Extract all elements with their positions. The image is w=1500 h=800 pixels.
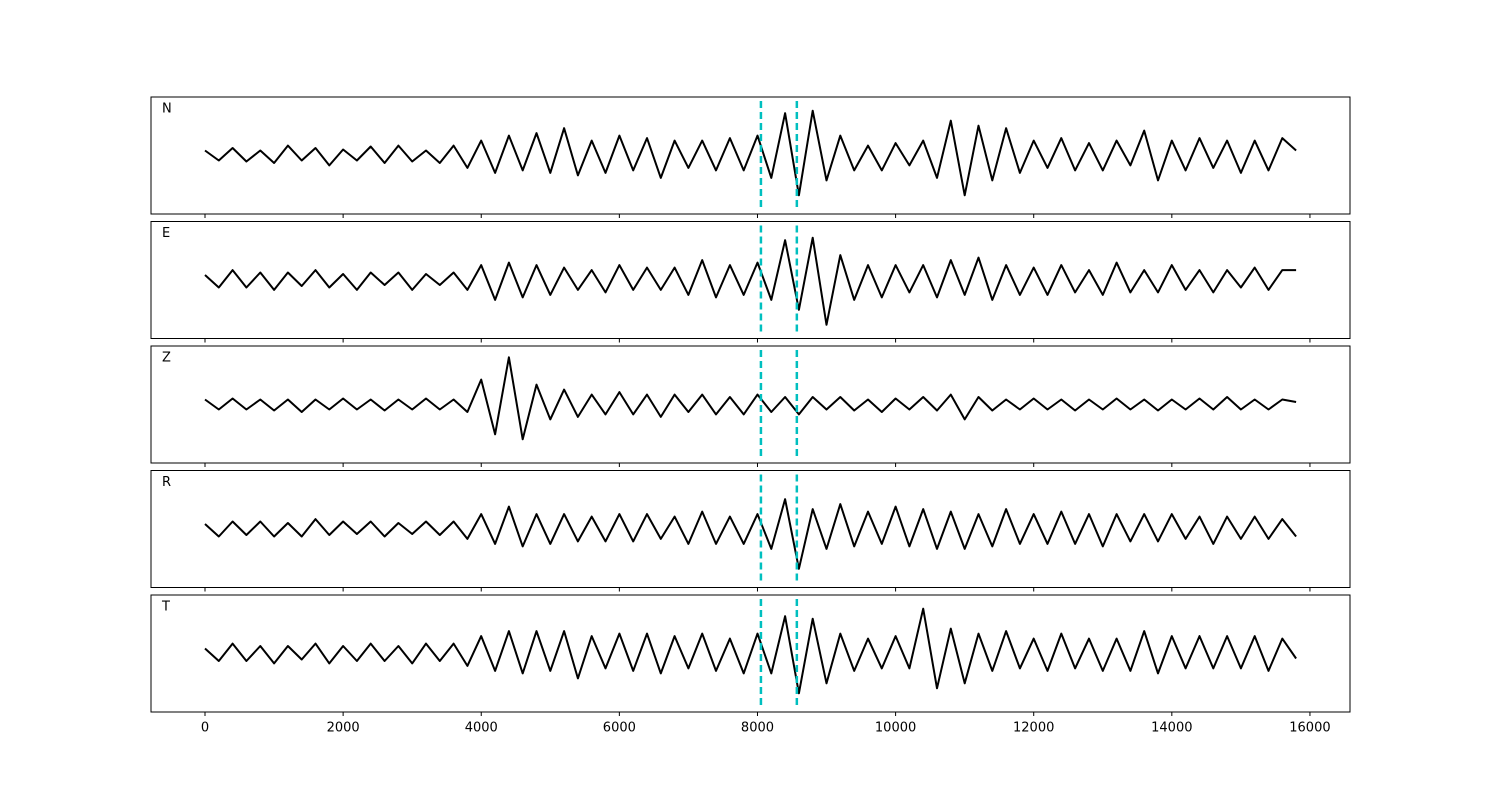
x-tick-label: 16000 (1289, 721, 1330, 736)
panel-frame (150, 221, 1351, 339)
x-tick-label: 0 (201, 721, 209, 736)
x-tick-label: 4000 (465, 721, 498, 736)
trace (204, 607, 1297, 695)
panel-frame (150, 96, 1351, 215)
x-tick-label: 8000 (741, 721, 774, 736)
panel-label: T (161, 600, 170, 615)
trace (204, 356, 1297, 441)
panel-label: Z (162, 351, 171, 366)
x-tick-label: 10000 (875, 721, 916, 736)
panel-label: E (162, 226, 170, 241)
x-tick-label: 6000 (603, 721, 636, 736)
panel-label: R (162, 475, 171, 490)
x-tick-label: 2000 (327, 721, 360, 736)
x-tick-label: 12000 (1013, 721, 1054, 736)
panel-frame (150, 345, 1351, 464)
panel-frame (150, 470, 1351, 588)
trace (204, 236, 1297, 326)
x-tick-label: 14000 (1151, 721, 1192, 736)
panel-frame (150, 594, 1351, 713)
panel-label: N (162, 102, 172, 117)
trace (204, 109, 1297, 197)
trace (204, 498, 1297, 570)
